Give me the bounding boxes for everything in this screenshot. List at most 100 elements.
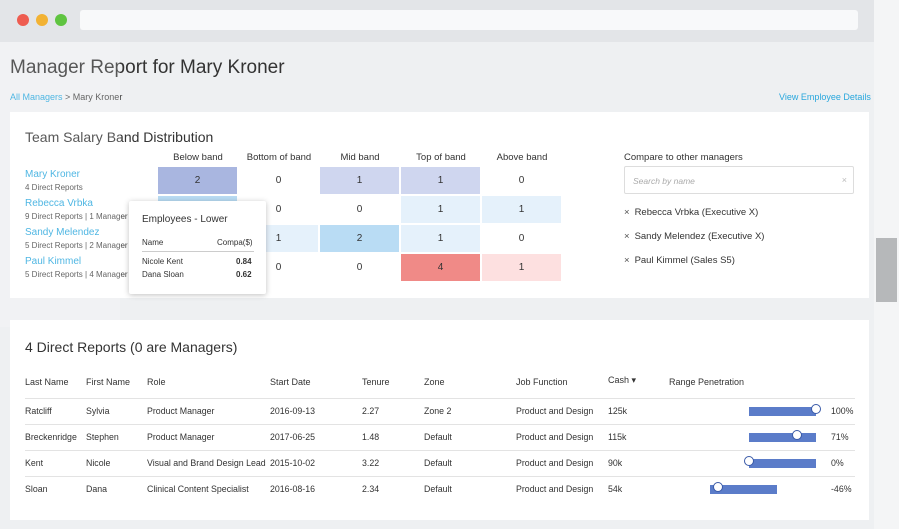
band-cell[interactable]: 1 <box>320 167 399 194</box>
column-below-band: Below band <box>173 152 223 163</box>
header-cash[interactable]: Cash ▾ <box>608 375 637 385</box>
cell-job-function: Product and Design <box>516 406 594 416</box>
range-penetration-value: -46% <box>831 484 852 494</box>
range-penetration-marker <box>791 430 802 440</box>
header-zone[interactable]: Zone <box>424 377 445 387</box>
manager-name-link[interactable]: Sandy Melendez <box>25 227 100 238</box>
header-first-name[interactable]: First Name <box>86 377 131 387</box>
cell-last-name: Ratcliff <box>25 406 52 416</box>
band-cell[interactable]: 1 <box>482 196 561 223</box>
compare-label: Compare to other managers <box>624 152 743 163</box>
manager-name-link[interactable]: Paul Kimmel <box>25 256 82 267</box>
band-cell[interactable]: 1 <box>401 167 480 194</box>
range-penetration-value: 100% <box>831 406 854 416</box>
remove-icon[interactable]: × <box>624 255 630 266</box>
compare-item: × Sandy Melendez (Executive X) <box>624 231 764 242</box>
band-cell[interactable]: 2 <box>320 225 399 252</box>
ghost-overlay <box>0 42 120 327</box>
band-cell[interactable]: 0 <box>356 204 363 215</box>
range-penetration-bar <box>749 433 816 442</box>
range-penetration-marker <box>744 456 754 466</box>
cell-role: Product Manager <box>147 432 215 442</box>
cell-cash: 115k <box>608 432 627 442</box>
column-bottom-of-band: Bottom of band <box>246 152 312 163</box>
cell-cash: 125k <box>608 406 628 416</box>
tooltip-title: Employees - Lower <box>142 214 228 225</box>
cell-tenure: 2.34 <box>362 484 380 494</box>
remove-icon[interactable]: × <box>624 207 630 218</box>
range-penetration-marker <box>811 404 821 414</box>
band-cell[interactable]: 0 <box>275 262 282 273</box>
range-penetration-bar <box>710 485 777 494</box>
compare-search-input[interactable]: Search by name × <box>624 166 854 194</box>
band-cell[interactable]: 4 <box>401 254 480 281</box>
column-mid-band: Mid band <box>340 152 380 163</box>
header-role[interactable]: Role <box>147 377 166 387</box>
band-cell[interactable]: 1 <box>482 254 561 281</box>
compare-item-label: Rebecca Vrbka (Executive X) <box>634 207 759 218</box>
range-penetration-value: 0% <box>831 458 844 468</box>
manager-name-link[interactable]: Rebecca Vrbka <box>25 198 93 209</box>
scrollbar-thumb[interactable] <box>876 238 897 302</box>
remove-icon[interactable]: × <box>624 231 630 242</box>
cell-first-name: Stephen <box>86 432 119 442</box>
cell-last-name: Sloan <box>25 484 48 494</box>
cell-cash: 54k <box>608 484 623 494</box>
breadcrumb-current: Mary Kroner <box>72 92 123 102</box>
browser-chrome <box>0 0 874 42</box>
header-start-date[interactable]: Start Date <box>270 377 311 387</box>
close-window-button[interactable] <box>17 14 29 26</box>
tooltip-row-compa: 0.62 <box>236 270 252 279</box>
page-title: Manager Report for Mary Kroner <box>10 57 285 78</box>
cell-first-name: Dana <box>86 484 108 494</box>
range-penetration-bar <box>749 459 816 468</box>
cell-start-date: 2016-08-16 <box>270 484 315 494</box>
header-tenure[interactable]: Tenure <box>362 377 390 387</box>
direct-reports-title: 4 Direct Reports (0 are Managers) <box>25 339 238 355</box>
cell-start-date: 2015-10-02 <box>270 458 315 468</box>
cell-job-function: Product and Design <box>516 458 594 468</box>
cell-role: Clinical Content Specialist <box>147 484 249 494</box>
band-cell[interactable]: 0 <box>356 262 363 273</box>
band-tooltip: Employees - Lower Name Compa($) Nicole K… <box>129 201 266 294</box>
tooltip-compa-header: Compa($) <box>217 238 253 247</box>
cell-tenure: 1.48 <box>362 432 380 442</box>
cell-role: Visual and Brand Design Lead <box>147 458 266 468</box>
manager-mary-kroner: Mary Kroner 4 Direct Reports <box>25 169 83 192</box>
maximize-window-button[interactable] <box>55 14 67 26</box>
header-last-name[interactable]: Last Name <box>25 377 69 387</box>
row-divider <box>25 450 855 451</box>
tooltip-row-compa: 0.84 <box>236 257 252 266</box>
compare-item: × Paul Kimmel (Sales S5) <box>624 255 735 266</box>
compare-item-label: Paul Kimmel (Sales S5) <box>634 255 735 266</box>
header-range-penetration[interactable]: Range Penetration <box>669 377 745 387</box>
cell-last-name: Kent <box>25 458 44 468</box>
cell-last-name: Breckenridge <box>25 432 77 442</box>
close-icon[interactable]: × <box>841 175 847 185</box>
manager-name-link[interactable]: Mary Kroner <box>25 169 81 180</box>
tooltip-row-name: Nicole Kent <box>142 257 183 266</box>
tooltip-row-name: Dana Sloan <box>142 270 184 279</box>
breadcrumb-separator: > <box>62 92 73 102</box>
header-job-function[interactable]: Job Function <box>516 377 568 387</box>
band-cell[interactable]: 1 <box>401 196 480 223</box>
band-cell[interactable]: 2 <box>158 167 237 194</box>
view-employee-details-link[interactable]: View Employee Details <box>779 92 871 102</box>
range-penetration-marker <box>713 482 724 492</box>
cell-first-name: Nicole <box>86 458 111 468</box>
band-cell[interactable]: 0 <box>518 233 525 244</box>
breadcrumb-all-managers-link[interactable]: All Managers <box>10 92 63 102</box>
row-divider <box>25 398 855 399</box>
tooltip-name-header: Name <box>142 238 164 247</box>
minimize-window-button[interactable] <box>36 14 48 26</box>
manager-paul-kimmel: Paul Kimmel 5 Direct Reports | 4 Manager <box>25 256 128 279</box>
salary-band-title: Team Salary Band Distribution <box>25 129 214 145</box>
band-cell[interactable]: 0 <box>518 175 525 186</box>
cell-start-date: 2016-09-13 <box>270 406 315 416</box>
band-cell[interactable]: 1 <box>401 225 480 252</box>
address-bar[interactable] <box>80 10 858 30</box>
band-cell[interactable]: 0 <box>275 204 282 215</box>
band-cell[interactable]: 0 <box>275 175 282 186</box>
cell-zone: Default <box>424 432 452 442</box>
cell-zone: Default <box>424 484 452 494</box>
